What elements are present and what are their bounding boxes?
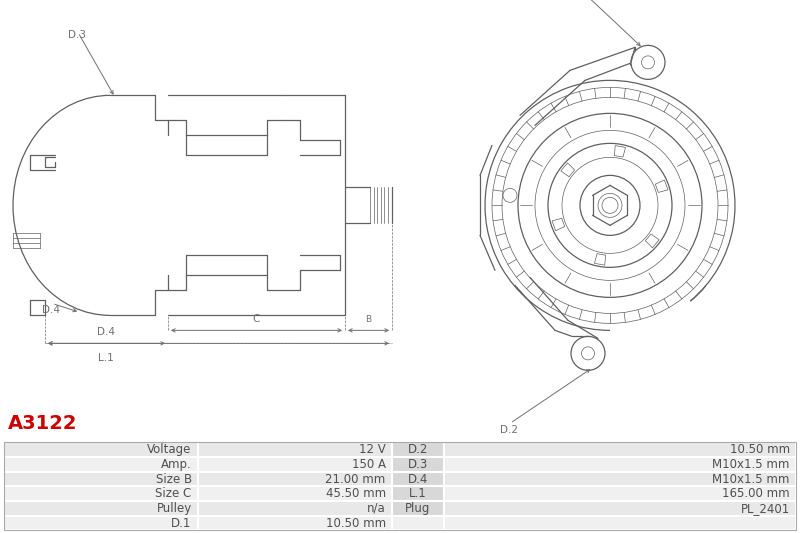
FancyBboxPatch shape xyxy=(443,472,796,486)
Text: Pulley: Pulley xyxy=(157,502,192,515)
Text: L.1: L.1 xyxy=(98,353,114,364)
Polygon shape xyxy=(561,163,574,177)
Text: Amp.: Amp. xyxy=(161,458,192,471)
Text: 12 V: 12 V xyxy=(359,443,386,456)
FancyBboxPatch shape xyxy=(392,501,443,516)
FancyBboxPatch shape xyxy=(198,472,392,486)
FancyBboxPatch shape xyxy=(443,516,796,530)
Text: A3122: A3122 xyxy=(8,414,78,433)
FancyBboxPatch shape xyxy=(198,501,392,516)
FancyBboxPatch shape xyxy=(443,501,796,516)
FancyBboxPatch shape xyxy=(443,486,796,501)
FancyBboxPatch shape xyxy=(4,486,198,501)
Polygon shape xyxy=(646,234,659,248)
Text: D.4: D.4 xyxy=(408,473,428,486)
FancyBboxPatch shape xyxy=(443,457,796,472)
Text: Plug: Plug xyxy=(405,502,430,515)
Text: Voltage: Voltage xyxy=(147,443,192,456)
Text: D.3: D.3 xyxy=(68,30,86,41)
Text: D.3: D.3 xyxy=(408,458,428,471)
FancyBboxPatch shape xyxy=(392,516,443,530)
FancyBboxPatch shape xyxy=(4,516,198,530)
Text: C: C xyxy=(252,314,260,325)
Text: B: B xyxy=(365,316,371,325)
FancyBboxPatch shape xyxy=(392,457,443,472)
FancyBboxPatch shape xyxy=(4,472,198,486)
Text: PL_2401: PL_2401 xyxy=(741,502,790,515)
Text: Size C: Size C xyxy=(155,487,192,500)
Text: M10x1.5 mm: M10x1.5 mm xyxy=(712,473,790,486)
Polygon shape xyxy=(614,146,626,157)
Polygon shape xyxy=(594,254,606,265)
Text: D.2: D.2 xyxy=(500,425,518,435)
Text: D.4: D.4 xyxy=(97,327,115,337)
FancyBboxPatch shape xyxy=(198,516,392,530)
Polygon shape xyxy=(552,219,565,231)
Text: 165.00 mm: 165.00 mm xyxy=(722,487,790,500)
FancyBboxPatch shape xyxy=(4,457,198,472)
Text: 10.50 mm: 10.50 mm xyxy=(730,443,790,456)
Text: 150 A: 150 A xyxy=(352,458,386,471)
Text: 21.00 mm: 21.00 mm xyxy=(326,473,386,486)
FancyBboxPatch shape xyxy=(198,442,392,457)
Text: M10x1.5 mm: M10x1.5 mm xyxy=(712,458,790,471)
FancyBboxPatch shape xyxy=(4,501,198,516)
FancyBboxPatch shape xyxy=(198,457,392,472)
FancyBboxPatch shape xyxy=(392,442,443,457)
Text: n/a: n/a xyxy=(367,502,386,515)
FancyBboxPatch shape xyxy=(198,486,392,501)
Text: 45.50 mm: 45.50 mm xyxy=(326,487,386,500)
Text: 10.50 mm: 10.50 mm xyxy=(326,516,386,529)
FancyBboxPatch shape xyxy=(443,442,796,457)
FancyBboxPatch shape xyxy=(392,472,443,486)
FancyBboxPatch shape xyxy=(4,442,198,457)
FancyBboxPatch shape xyxy=(392,486,443,501)
Text: D.4: D.4 xyxy=(42,305,60,316)
Text: L.1: L.1 xyxy=(409,487,426,500)
Text: D.1: D.1 xyxy=(171,516,192,529)
Text: Size B: Size B xyxy=(155,473,192,486)
Text: D.2: D.2 xyxy=(408,443,428,456)
Polygon shape xyxy=(655,180,668,192)
